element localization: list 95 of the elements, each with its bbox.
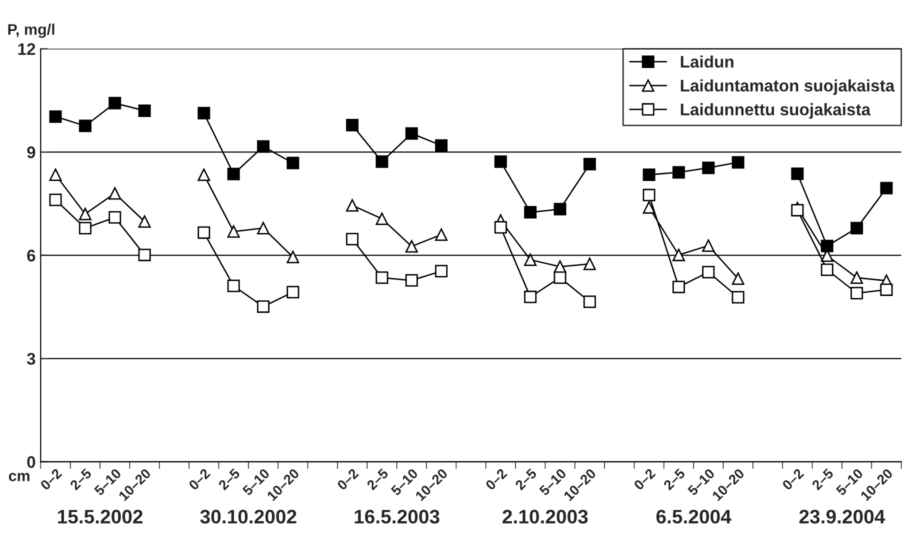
x-tick-label: 2–5 — [366, 468, 389, 491]
point — [138, 248, 151, 262]
x-tick-label: 0–2 — [40, 468, 62, 491]
point — [554, 202, 566, 216]
point — [820, 240, 834, 252]
text: 16.5.2003 — [354, 510, 440, 524]
point — [286, 250, 300, 264]
point — [49, 110, 62, 123]
point — [672, 166, 685, 179]
text: 2.10.2003 — [502, 510, 588, 524]
x-tick-label: 0–2 — [633, 468, 656, 491]
legend-label: Laiduntamaton suojakaista — [680, 79, 895, 95]
point — [702, 162, 715, 174]
point — [524, 254, 537, 266]
point — [108, 211, 122, 224]
point — [108, 187, 122, 200]
point — [672, 248, 685, 262]
point — [524, 206, 537, 219]
point — [257, 222, 270, 234]
point — [49, 194, 62, 206]
y-tick-label: 12 — [18, 43, 36, 55]
point — [286, 156, 300, 170]
point — [494, 221, 507, 234]
point — [346, 232, 359, 246]
point — [732, 272, 744, 285]
legend-label: Laidun — [680, 55, 734, 68]
point — [405, 127, 418, 140]
point — [78, 208, 92, 220]
point — [880, 283, 893, 296]
point — [376, 212, 388, 226]
point — [583, 295, 596, 308]
text: 6.5.2004 — [656, 510, 732, 524]
point — [138, 215, 151, 228]
y-tick-label: 3 — [26, 352, 36, 365]
y-tick-label: 0 — [27, 456, 36, 468]
point — [376, 271, 388, 284]
point — [672, 280, 685, 294]
point — [78, 222, 92, 234]
x-tick-label: 2–5 — [811, 468, 834, 491]
point — [376, 155, 388, 168]
point — [880, 182, 893, 194]
point — [494, 155, 507, 168]
point — [435, 228, 448, 241]
legend-label: Laidunnettu suojakaista — [680, 103, 871, 119]
text: 15.5.2002 — [58, 510, 143, 524]
point — [435, 139, 448, 152]
point — [198, 226, 210, 239]
point — [820, 263, 834, 276]
point — [257, 140, 270, 153]
x-tick-label: 2–5 — [218, 468, 241, 491]
point — [732, 291, 744, 304]
point — [108, 96, 122, 110]
point — [642, 201, 656, 214]
point — [435, 264, 448, 278]
point — [78, 120, 92, 132]
point — [257, 300, 270, 313]
point — [583, 158, 596, 170]
point — [554, 271, 566, 284]
point — [286, 286, 300, 298]
point — [850, 271, 864, 284]
point — [702, 266, 715, 278]
point — [405, 274, 418, 287]
point — [524, 290, 537, 304]
y-axis-title: P, mg/l — [8, 24, 54, 38]
point — [791, 167, 804, 180]
point — [642, 188, 656, 202]
point — [49, 168, 62, 181]
point — [198, 168, 210, 181]
x-tick-label: 0–2 — [782, 468, 804, 491]
point — [227, 280, 240, 292]
x-tick-label: 0–2 — [484, 468, 508, 491]
point — [702, 239, 715, 252]
point — [346, 199, 359, 212]
x-tick-label: 2–5 — [662, 468, 686, 491]
x-tick-label: 2–5 — [69, 468, 92, 491]
point — [850, 222, 864, 234]
x-tick-label: 0–2 — [188, 468, 211, 491]
point — [850, 286, 864, 300]
point — [583, 258, 596, 270]
point — [138, 104, 151, 117]
point — [405, 240, 418, 253]
point — [198, 106, 210, 120]
text: cm — [8, 472, 30, 482]
x-tick-label: 0–2 — [336, 468, 360, 491]
point — [346, 118, 359, 132]
y-tick-label: 6 — [27, 250, 36, 262]
point — [732, 156, 744, 169]
point — [227, 225, 240, 238]
x-tick-label: 2–5 — [514, 468, 538, 491]
point — [642, 168, 656, 181]
y-tick-label: 9 — [27, 146, 36, 158]
text: 23.9.2004 — [799, 510, 886, 524]
text: 30.10.2002 — [200, 510, 296, 524]
point — [227, 168, 240, 180]
point — [791, 204, 804, 216]
